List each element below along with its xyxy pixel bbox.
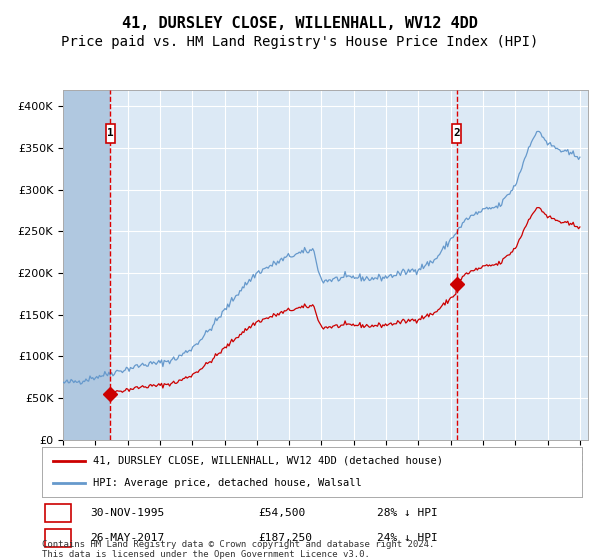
Text: 2: 2 xyxy=(54,533,61,543)
Text: 26-MAY-2017: 26-MAY-2017 xyxy=(91,533,165,543)
FancyBboxPatch shape xyxy=(45,530,71,547)
Text: Contains HM Land Registry data © Crown copyright and database right 2024.
This d: Contains HM Land Registry data © Crown c… xyxy=(42,540,434,559)
Text: 1: 1 xyxy=(54,508,61,518)
Text: £54,500: £54,500 xyxy=(258,508,305,518)
Text: Price paid vs. HM Land Registry's House Price Index (HPI): Price paid vs. HM Land Registry's House … xyxy=(61,35,539,49)
Text: 1: 1 xyxy=(107,128,113,138)
Text: 30-NOV-1995: 30-NOV-1995 xyxy=(91,508,165,518)
FancyBboxPatch shape xyxy=(45,504,71,522)
Text: 24% ↓ HPI: 24% ↓ HPI xyxy=(377,533,437,543)
Text: 28% ↓ HPI: 28% ↓ HPI xyxy=(377,508,437,518)
Text: 41, DURSLEY CLOSE, WILLENHALL, WV12 4DD: 41, DURSLEY CLOSE, WILLENHALL, WV12 4DD xyxy=(122,16,478,31)
FancyBboxPatch shape xyxy=(452,124,461,142)
Text: 41, DURSLEY CLOSE, WILLENHALL, WV12 4DD (detached house): 41, DURSLEY CLOSE, WILLENHALL, WV12 4DD … xyxy=(94,456,443,466)
Text: HPI: Average price, detached house, Walsall: HPI: Average price, detached house, Wals… xyxy=(94,478,362,488)
Text: £187,250: £187,250 xyxy=(258,533,312,543)
Text: 2: 2 xyxy=(454,128,460,138)
FancyBboxPatch shape xyxy=(106,124,115,142)
